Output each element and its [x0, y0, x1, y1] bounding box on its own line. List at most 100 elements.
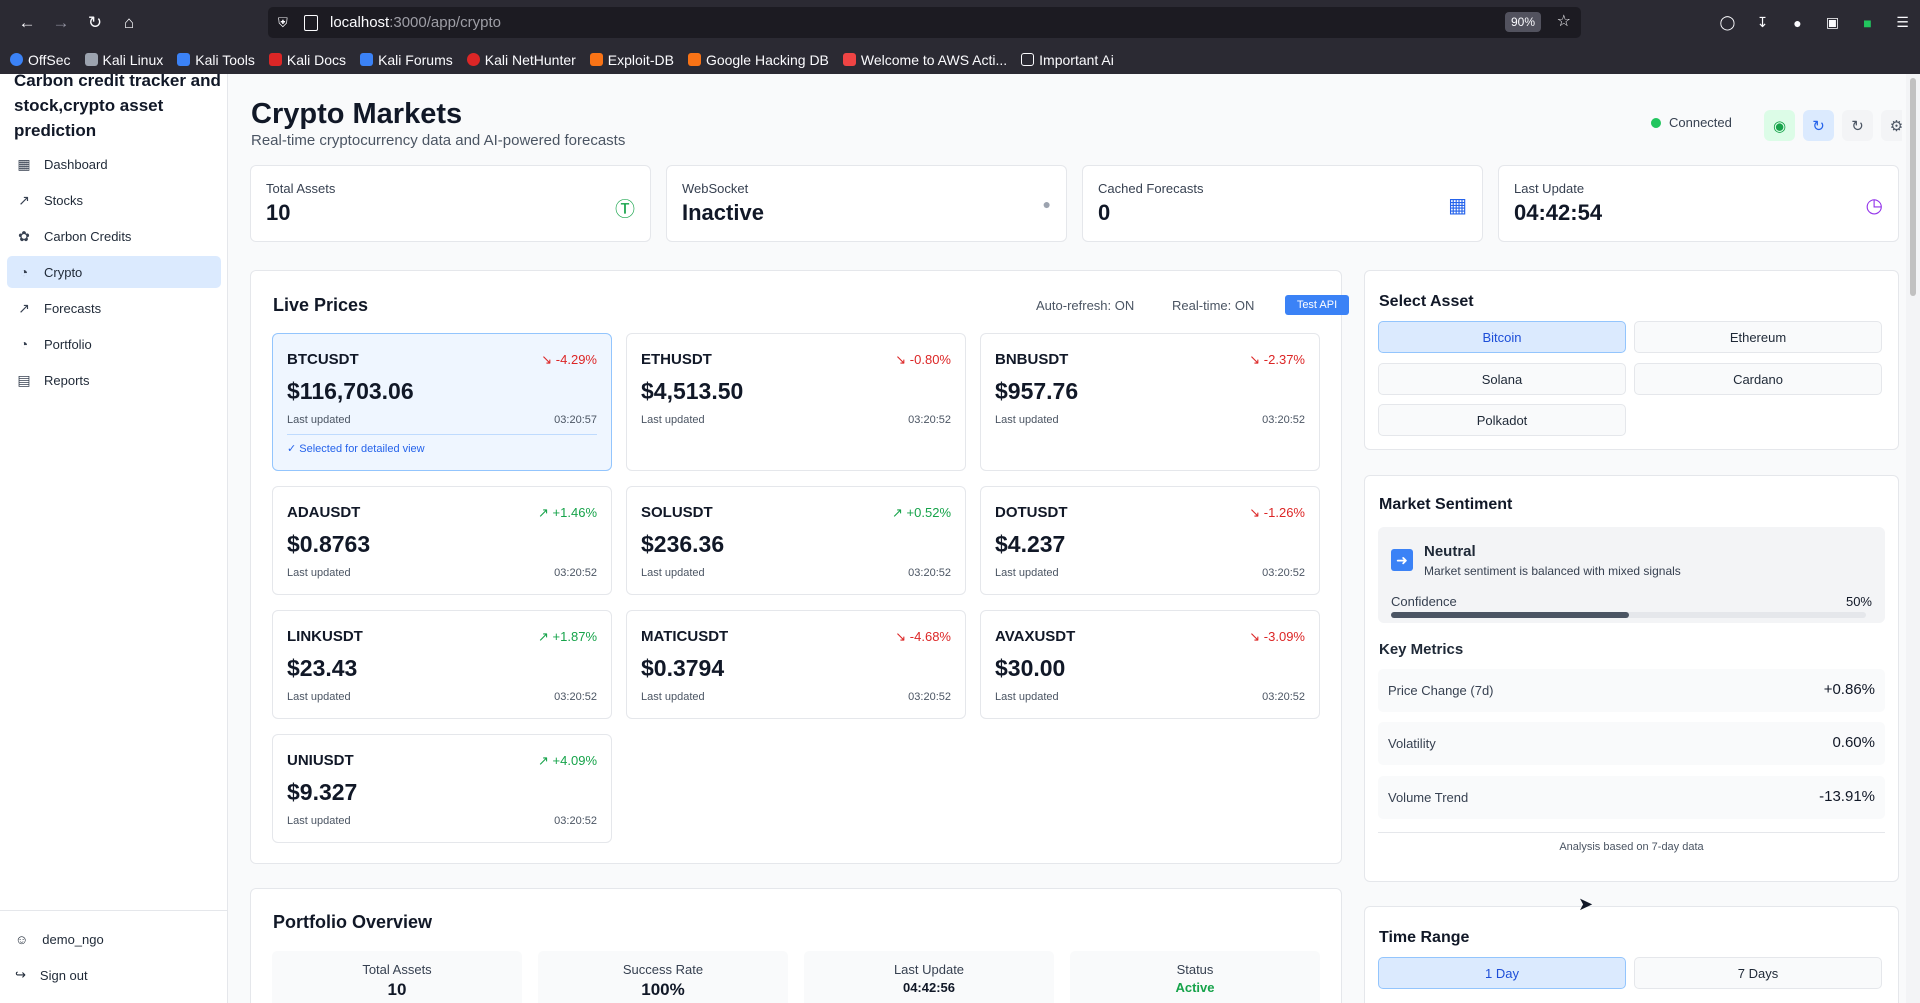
- portfolio-total-assets: Total Assets 10: [272, 951, 522, 1003]
- metric-volume-trend: Volume Trend -13.91%: [1378, 776, 1885, 819]
- bookmark-item[interactable]: Kali Linux: [84, 52, 163, 68]
- sidebar-item-portfolio[interactable]: ◔ Portfolio: [7, 328, 221, 360]
- trend-down-icon: ↘: [1249, 352, 1261, 367]
- kali-docs-icon: [268, 53, 282, 66]
- forward-icon[interactable]: →: [52, 12, 70, 32]
- price-card-uniusdt[interactable]: UNIUSDT ↗ +4.09% $9.327 Last updated 03:…: [272, 734, 612, 843]
- settings-icon[interactable]: ⚙: [1881, 110, 1902, 141]
- price-card-linkusdt[interactable]: LINKUSDT ↗ +1.87% $23.43 Last updated 03…: [272, 610, 612, 719]
- select-asset-title: Select Asset: [1379, 293, 1474, 310]
- extension-terminal-icon[interactable]: ■: [1863, 14, 1872, 31]
- leaf-icon: ✿: [18, 227, 30, 244]
- extensions-icon[interactable]: ▣: [1825, 14, 1840, 30]
- url-path: :3000/app/crypto: [389, 14, 501, 31]
- sentiment-label: Neutral: [1424, 543, 1476, 560]
- sidebar-item-forecasts[interactable]: ↗ Forecasts: [7, 292, 221, 324]
- sidebar-item-carbon-credits[interactable]: ✿ Carbon Credits: [7, 220, 221, 252]
- home-icon[interactable]: ⌂: [123, 12, 135, 32]
- bookmark-item[interactable]: Welcome to AWS Acti...: [842, 52, 1007, 68]
- price-card-adausdt[interactable]: ADAUSDT ↗ +1.46% $0.8763 Last updated 03…: [272, 486, 612, 595]
- live-prices-card: Live Prices Auto-refresh: ON Real-time: …: [250, 270, 1349, 864]
- folder-icon: [1021, 53, 1035, 66]
- bookmark-item[interactable]: OffSec: [10, 52, 71, 68]
- back-icon[interactable]: ←: [18, 12, 36, 32]
- url-bar[interactable]: ⛨ localhost:3000/app/crypto 90% ☆: [268, 7, 1581, 38]
- star-icon[interactable]: ☆: [1556, 13, 1571, 30]
- asset-polkadot-button[interactable]: Polkadot: [1378, 404, 1626, 436]
- asset-cardano-button[interactable]: Cardano: [1634, 363, 1882, 395]
- nethunter-icon: [466, 53, 480, 66]
- bookmark-item[interactable]: Exploit-DB: [589, 52, 674, 68]
- price-card-ethusdt[interactable]: ETHUSDT ↘ -0.80% $4,513.50 Last updated …: [626, 333, 966, 471]
- page-scrollbar[interactable]: [1906, 74, 1920, 1003]
- signout-button[interactable]: ↪ Sign out: [15, 967, 88, 983]
- pocket-icon[interactable]: ◯: [1719, 14, 1736, 30]
- time-range-7d-button[interactable]: 7 Days: [1634, 957, 1882, 989]
- price-card-solusdt[interactable]: SOLUSDT ↗ +0.52% $236.36 Last updated 03…: [626, 486, 966, 595]
- bookmark-folder[interactable]: Important Ai: [1021, 52, 1114, 68]
- confidence-fill: [1391, 612, 1629, 618]
- browser-chrome: ← → ↻ ⌂ ⛨ localhost:3000/app/crypto 90% …: [0, 0, 1920, 74]
- refresh-icon[interactable]: ↻: [1842, 110, 1873, 141]
- bookmark-item[interactable]: Google Hacking DB: [687, 52, 829, 68]
- sidebar-item-reports[interactable]: ▤ Reports: [17, 371, 90, 388]
- shield-icon: ⛨: [278, 14, 288, 30]
- scrollbar-thumb[interactable]: [1910, 78, 1916, 296]
- metric-price-change: Price Change (7d) +0.86%: [1378, 669, 1885, 712]
- eye-icon[interactable]: ◉: [1764, 110, 1795, 141]
- analysis-footnote: Analysis based on 7-day data: [1378, 832, 1885, 853]
- trend-down-icon: ↘: [1249, 505, 1261, 520]
- kali-icon: [360, 53, 374, 66]
- asset-solana-button[interactable]: Solana: [1378, 363, 1626, 395]
- ghdb-icon: [687, 53, 701, 66]
- sidebar-item-stocks[interactable]: ↗ Stocks: [7, 184, 221, 216]
- portfolio-overview-card: Portfolio Overview Total Assets 10 Succe…: [250, 888, 1342, 1003]
- app: Carbon credit tracker and stock,crypto a…: [0, 71, 1920, 1003]
- portfolio-last-update: Last Update 04:42:56: [804, 951, 1054, 1003]
- trend-down-icon: ↘: [541, 352, 553, 367]
- asset-ethereum-button[interactable]: Ethereum: [1634, 321, 1882, 353]
- zoom-level[interactable]: 90%: [1504, 12, 1541, 32]
- trend-icon: ↗: [18, 191, 30, 208]
- pie-chart-icon: ◔: [19, 336, 29, 352]
- confidence-label: Confidence: [1391, 594, 1457, 609]
- bar-chart-icon: ▦: [1448, 195, 1467, 217]
- user-row[interactable]: ☺ demo_ngo: [15, 931, 104, 947]
- market-sentiment-card: Market Sentiment ➜ Neutral Market sentim…: [1364, 475, 1899, 882]
- asset-bitcoin-button[interactable]: Bitcoin: [1378, 321, 1626, 353]
- page-icon: [304, 14, 318, 31]
- app-brand: Carbon credit tracker and stock,crypto a…: [14, 71, 221, 140]
- stat-total-assets: Total Assets 10 Ⓣ: [250, 165, 651, 242]
- sidebar-item-dashboard[interactable]: ▦ Dashboard: [17, 155, 108, 172]
- bookmark-item[interactable]: Kali Tools: [177, 52, 255, 68]
- account-icon[interactable]: ●: [1793, 14, 1802, 31]
- trend-down-icon: ↘: [1249, 629, 1261, 644]
- reload-icon[interactable]: ↻: [87, 12, 103, 32]
- page-title: Crypto Markets: [251, 98, 463, 130]
- auto-refresh-status: Auto-refresh: ON: [1036, 298, 1135, 313]
- kali-icon: [177, 53, 191, 66]
- pie-chart-icon: ◔: [19, 264, 29, 280]
- realtime-toggle-icon[interactable]: ↻: [1803, 110, 1834, 141]
- test-api-button[interactable]: Test API: [1285, 295, 1349, 315]
- price-card-avaxusdt[interactable]: AVAXUSDT ↘ -3.09% $30.00 Last updated 03…: [980, 610, 1320, 719]
- price-card-btcusdt[interactable]: BTCUSDT ↘ -4.29% $116,703.06 Last update…: [272, 333, 612, 471]
- menu-icon[interactable]: ☰: [1896, 14, 1909, 30]
- offsec-icon: [10, 53, 23, 66]
- sidebar-footer: ☺ demo_ngo ↪ Sign out: [0, 910, 228, 993]
- download-icon[interactable]: ↧: [1756, 14, 1769, 30]
- sidebar-nav: ▦ Dashboard ↗ Stocks ✿ Carbon Credits ◔ Cryp…: [7, 148, 221, 400]
- bookmark-item[interactable]: Kali NetHunter: [466, 52, 576, 68]
- price-card-maticusdt[interactable]: MATICUSDT ↘ -4.68% $0.3794 Last updated …: [626, 610, 966, 719]
- user-icon: ☺: [15, 931, 29, 947]
- bookmark-item[interactable]: Kali Forums: [360, 52, 453, 68]
- bar-chart-icon: ▦: [17, 155, 31, 172]
- bookmarks-bar: OffSec Kali Linux Kali Tools Kali Docs K…: [0, 45, 1920, 74]
- time-range-1d-button[interactable]: 1 Day: [1378, 957, 1626, 989]
- url-host: localhost: [330, 14, 390, 31]
- kali-icon: [84, 53, 98, 66]
- price-card-bnbusdt[interactable]: BNBUSDT ↘ -2.37% $957.76 Last updated 03…: [980, 333, 1320, 471]
- sidebar-item-crypto[interactable]: ◔ Crypto: [7, 256, 221, 288]
- price-card-dotusdt[interactable]: DOTUSDT ↘ -1.26% $4.237 Last updated 03:…: [980, 486, 1320, 595]
- bookmark-item[interactable]: Kali Docs: [268, 52, 346, 68]
